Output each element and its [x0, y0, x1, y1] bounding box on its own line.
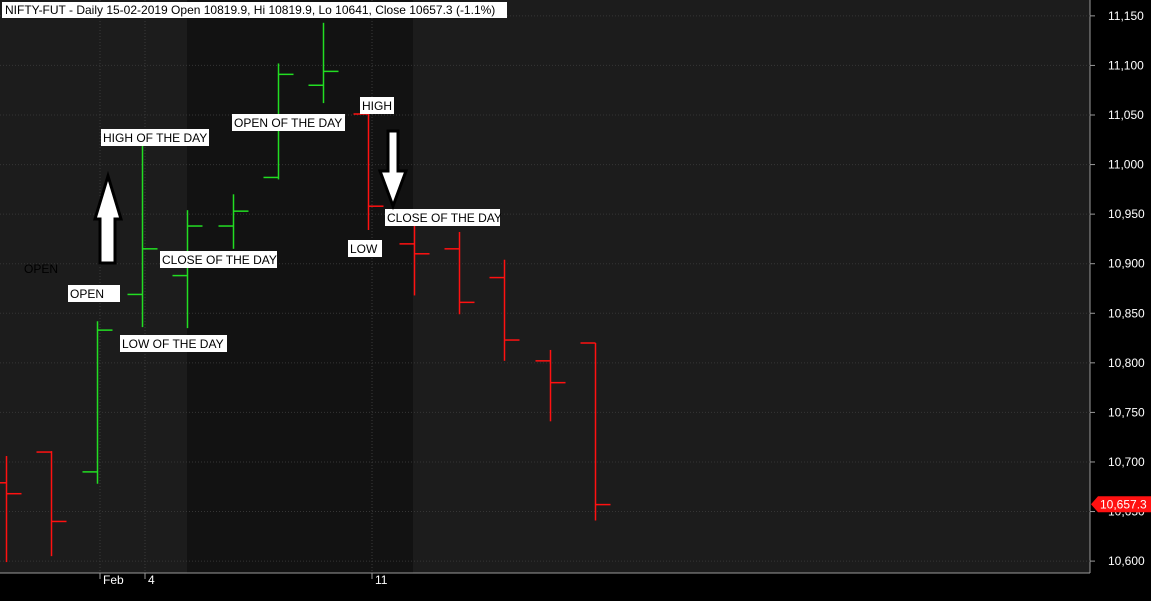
up-arrow-icon: [92, 170, 124, 265]
y-tick-label: 10,900: [1108, 257, 1145, 271]
ohlc-bar: [444, 231, 475, 315]
y-tick-label: 10,700: [1108, 455, 1145, 469]
x-tick-label: 4: [148, 573, 155, 587]
highlight-region: [187, 0, 413, 573]
annotation-high: HIGH: [362, 99, 392, 113]
annotation-low-of-day: LOW OF THE DAY: [122, 337, 224, 351]
y-tick-label: 10,850: [1108, 306, 1145, 320]
y-axis-ticks: 10,60010,65010,70010,75010,80010,85010,9…: [1090, 9, 1145, 568]
annotation-open-of-day: OPEN OF THE DAY: [234, 116, 342, 130]
chart-title-box: NIFTY-FUT - Daily 15-02-2019 Open 10819.…: [2, 2, 507, 18]
y-tick-label: 10,750: [1108, 405, 1145, 419]
annotation-open: OPEN: [70, 287, 104, 301]
annotation-box: [385, 209, 500, 226]
last-price-tag: [1091, 496, 1151, 513]
ohlc-bar: [580, 342, 611, 521]
annotation-box: [160, 251, 277, 268]
annotation-close-of-day-1: CLOSE OF THE DAY: [162, 253, 277, 267]
last-price-label: 10,657.3: [1100, 497, 1147, 511]
ohlc-bar: [82, 321, 113, 484]
ohlc-bar: [36, 451, 67, 557]
x-axis-ticks: Feb 4 11: [99, 573, 388, 587]
ohlc-bar: [0, 456, 22, 563]
ohlc-bar: [308, 22, 339, 104]
title-background: [2, 2, 507, 18]
x-tick-label: Feb: [103, 573, 124, 587]
y-tick-label: 10,950: [1108, 207, 1145, 221]
annotation-low: LOW: [350, 242, 378, 256]
annotation-box: [101, 129, 209, 146]
vertical-grid: [99, 0, 373, 573]
y-tick-label: 11,100: [1108, 58, 1144, 72]
annotations: HIGH OF THE DAY OPEN OF THE DAY HIGH CLO…: [24, 97, 502, 352]
annotation-high-of-day: HIGH OF THE DAY: [103, 131, 207, 145]
annotation-box: [348, 240, 382, 257]
y-tick-label: 11,050: [1108, 108, 1144, 122]
x-axis-panel: [0, 573, 1090, 601]
y-tick-label: 10,800: [1108, 356, 1145, 370]
annotation-box: [68, 285, 120, 302]
ohlc-bar: [489, 259, 520, 361]
annotation-box: [120, 335, 227, 352]
y-tick-label: 11,000: [1108, 158, 1144, 172]
chart-title: NIFTY-FUT - Daily 15-02-2019 Open 10819.…: [5, 3, 495, 17]
ohlc-bar: [353, 108, 384, 230]
ohlc-bars: [0, 22, 611, 563]
ohlc-bar: [172, 210, 203, 329]
annotation-box: [232, 114, 345, 131]
y-tick-label: 10,600: [1108, 554, 1145, 568]
plot-background: [0, 0, 1090, 573]
down-arrow-icon: [377, 129, 409, 211]
annotation-box: [360, 97, 394, 114]
annotation-open-plain: OPEN: [24, 262, 58, 276]
ohlc-bar: [127, 138, 158, 328]
x-tick-label: 11: [375, 573, 388, 587]
y-tick-label: 11,150: [1108, 9, 1144, 23]
ohlc-bar: [399, 219, 430, 296]
annotation-close-of-day-2: CLOSE OF THE DAY: [387, 211, 502, 225]
ohlc-bar: [218, 194, 249, 249]
ohlc-bar: [535, 349, 566, 422]
last-price-marker: 10,657.3: [1091, 496, 1151, 513]
